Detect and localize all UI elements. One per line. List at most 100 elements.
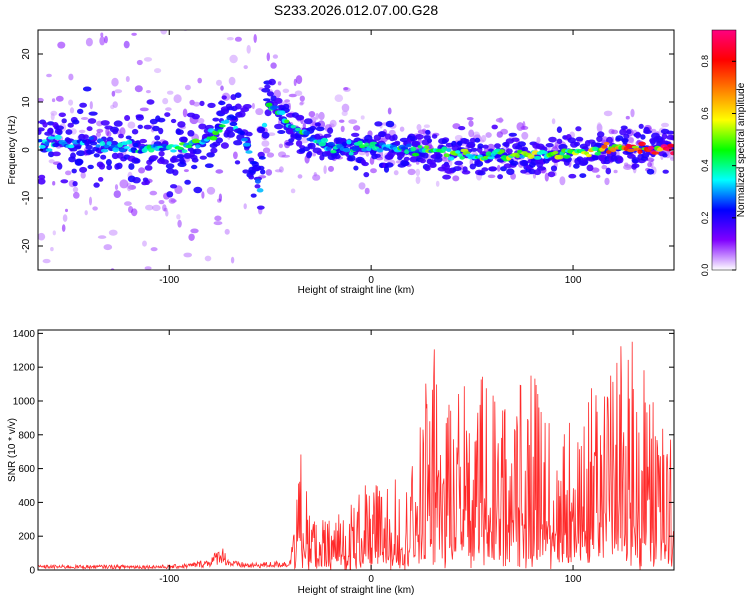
spectral-halo-blob xyxy=(482,144,489,149)
spectral-halo-blob xyxy=(128,163,135,170)
spectral-halo-blob xyxy=(303,118,313,125)
spectral-noise-blob xyxy=(201,191,205,199)
spectral-ridge-blob xyxy=(610,147,617,153)
spectral-halo-blob xyxy=(441,139,448,144)
spectral-halo-blob xyxy=(112,128,118,135)
spectral-halo-blob xyxy=(240,107,250,113)
spectral-halo-blob xyxy=(282,103,290,110)
spectral-halo-blob xyxy=(506,168,515,175)
spectral-ridge-blob xyxy=(258,156,266,160)
spectral-ridge-blob xyxy=(341,141,348,147)
spectral-noise-blob xyxy=(81,30,84,31)
spectral-halo-blob xyxy=(307,142,316,150)
spectral-ridge-blob xyxy=(417,145,423,149)
spectral-halo-blob xyxy=(556,126,563,133)
spectral-noise-blob xyxy=(131,32,137,36)
spectral-noise-blob xyxy=(97,235,107,239)
spectral-halo-blob xyxy=(180,136,188,143)
spectral-noise-blob xyxy=(80,117,89,120)
spectral-halo-blob xyxy=(177,121,186,128)
spectral-ridge-blob xyxy=(665,147,673,152)
spectral-noise-blob xyxy=(68,73,74,81)
spectral-halo-blob xyxy=(309,125,317,131)
snr-x-tick-label: 100 xyxy=(565,574,582,585)
spectral-noise-blob xyxy=(360,115,365,120)
spectral-ridge-blob xyxy=(252,166,260,172)
spectral-noise-blob xyxy=(131,208,138,217)
spectral-ridge-blob xyxy=(455,150,461,154)
spectral-noise-blob xyxy=(177,219,182,228)
spectral-noise-blob xyxy=(313,172,317,177)
spectral-halo-blob xyxy=(474,137,481,143)
spectral-ridge-blob xyxy=(447,156,455,161)
spectral-noise-blob xyxy=(290,188,296,194)
spectral-ridge-blob xyxy=(357,140,363,146)
spectral-halo-blob xyxy=(470,147,478,152)
spectral-noise-blob xyxy=(596,122,602,131)
spectral-ridge-blob xyxy=(592,146,599,152)
colorbar-ticks: 0.0 0.2 0.4 0.6 0.8 xyxy=(700,55,736,276)
spectral-noise-blob xyxy=(136,59,143,66)
spectral-noise-blob xyxy=(73,191,80,199)
spectral-ridge-blob xyxy=(326,146,332,151)
spectral-noise-blob xyxy=(340,125,345,133)
spectral-noise-blob xyxy=(111,77,119,87)
spectral-noise-blob xyxy=(265,2,270,10)
spectral-halo-blob xyxy=(396,151,405,159)
spectral-noise-blob xyxy=(65,170,72,176)
spectral-halo-blob xyxy=(176,154,185,159)
spectral-noise-blob xyxy=(113,190,122,199)
spectral-halo-blob xyxy=(220,142,229,149)
spectral-noise-blob xyxy=(233,151,238,160)
spectral-ridge-blob xyxy=(410,146,417,152)
spectral-halo-blob xyxy=(143,124,152,130)
spectral-noise-blob xyxy=(92,206,98,211)
spectral-halo-blob xyxy=(414,134,424,140)
spectral-noise-blob xyxy=(190,228,199,234)
spectrogram-x-tick-label: -100 xyxy=(159,275,179,286)
spectral-noise-blob xyxy=(38,232,46,241)
spectral-halo-blob xyxy=(146,99,155,105)
spectral-halo-blob xyxy=(619,128,627,136)
spectral-ridge-blob xyxy=(457,153,463,158)
spectral-noise-blob xyxy=(500,128,508,135)
spectral-noise-blob xyxy=(99,36,106,46)
spectral-halo-blob xyxy=(392,134,398,141)
spectral-noise-blob xyxy=(253,34,257,43)
spectral-halo-blob xyxy=(226,126,235,133)
spectral-noise-blob xyxy=(353,125,361,131)
spectral-halo-blob xyxy=(198,123,207,130)
spectrogram-y-tick-label: 10 xyxy=(21,96,32,108)
spectral-ridge-blob xyxy=(627,148,635,153)
spectral-noise-blob xyxy=(551,118,556,125)
spectral-noise-blob xyxy=(65,208,68,213)
spectral-halo-blob xyxy=(605,167,612,175)
spectral-halo-blob xyxy=(469,163,476,170)
spectral-noise-blob xyxy=(97,132,101,140)
snr-x-tick-label: 0 xyxy=(368,574,374,585)
spectral-noise-blob xyxy=(176,214,181,220)
spectral-ridge-blob xyxy=(69,148,78,152)
spectral-halo-blob xyxy=(257,165,265,171)
spectral-halo-blob xyxy=(234,103,242,110)
spectral-noise-blob xyxy=(129,290,137,298)
spectral-halo-blob xyxy=(261,131,270,139)
spectral-halo-blob xyxy=(234,160,241,165)
spectral-noise-blob xyxy=(55,95,64,102)
spectral-noise-blob xyxy=(158,200,165,205)
spectral-halo-blob xyxy=(76,150,86,157)
spectral-ridge-blob xyxy=(44,141,50,147)
spectral-ridge-blob xyxy=(181,149,188,154)
spectral-ridge-blob xyxy=(256,188,264,193)
spectral-ridge-blob xyxy=(245,150,253,154)
spectral-noise-blob xyxy=(50,247,54,252)
spectral-halo-blob xyxy=(510,160,519,166)
colorbar-tick-label: 0.8 xyxy=(700,55,710,68)
spectral-ridge-blob xyxy=(228,114,235,119)
colorbar-label: Normalized spectral amplitude xyxy=(736,82,747,217)
spectral-halo-blob xyxy=(192,148,202,155)
spectral-ridge-blob xyxy=(348,151,354,156)
spectral-halo-blob xyxy=(72,119,80,125)
spectral-ridge-blob xyxy=(284,119,290,124)
